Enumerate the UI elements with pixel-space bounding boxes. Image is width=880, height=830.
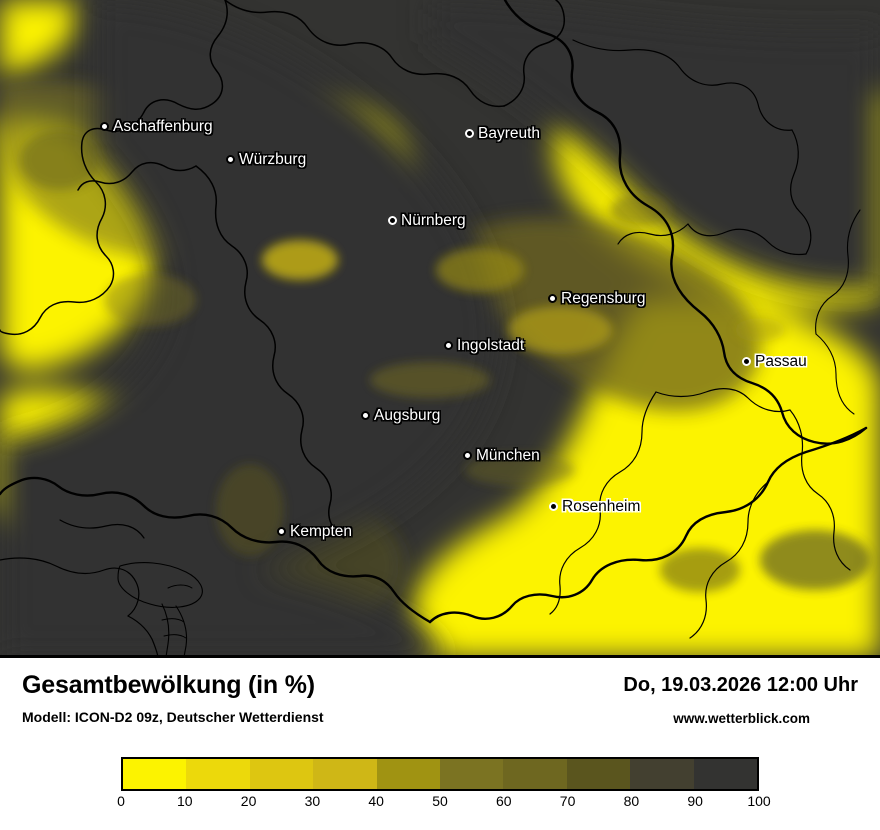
- colorbar-segment-60-70: [503, 759, 567, 789]
- city-label: München: [476, 447, 540, 464]
- valid-timestamp: Do, 19.03.2026 12:00 Uhr: [623, 674, 858, 696]
- city-dot-icon: [388, 216, 397, 226]
- colorbar-segment-0-10: [123, 759, 187, 789]
- city-label: Rosenheim: [562, 498, 641, 515]
- colorbar-tick-100: 100: [747, 793, 771, 809]
- city-dot-icon: [742, 357, 751, 367]
- city-marker-mnchen[interactable]: München: [463, 448, 540, 464]
- colorbar-tick-10: 10: [177, 793, 193, 809]
- model-subtitle: Modell: ICON-D2 09z, Deutscher Wetterdie…: [22, 709, 324, 725]
- colorbar-segment-80-90: [630, 759, 694, 789]
- colorbar-segment-40-50: [376, 759, 441, 789]
- city-label: Aschaffenburg: [113, 118, 213, 135]
- map-borders: [0, 0, 868, 658]
- colorbar-segment-30-40: [313, 759, 377, 789]
- city-dot-icon: [100, 122, 109, 132]
- city-marker-passau[interactable]: Passau: [742, 354, 807, 370]
- colorbar-segment-20-30: [249, 759, 314, 789]
- city-marker-aschaffenburg[interactable]: Aschaffenburg: [100, 119, 213, 135]
- city-dot-icon: [226, 155, 235, 165]
- map-footer: Gesamtbewölkung (in %) Modell: ICON-D2 0…: [0, 658, 880, 830]
- colorbar-tick-80: 80: [623, 793, 640, 809]
- colorbar-gradient: [121, 757, 759, 791]
- city-label: Bayreuth: [478, 125, 541, 142]
- colorbar-tick-60: 60: [496, 793, 512, 809]
- city-marker-nrnberg[interactable]: Nürnberg: [388, 213, 466, 229]
- colorbar-tick-50: 50: [432, 793, 448, 809]
- city-label: Regensburg: [561, 290, 646, 307]
- city-dot-icon: [361, 411, 370, 421]
- colorbar-segment-10-20: [186, 759, 250, 789]
- colorbar-tick-90: 90: [687, 793, 703, 809]
- city-marker-bayreuth[interactable]: Bayreuth: [465, 126, 540, 142]
- city-label: Würzburg: [239, 151, 307, 168]
- colorbar-tick-20: 20: [240, 793, 257, 809]
- city-dot-icon: [463, 451, 472, 461]
- site-url: www.wetterblick.com: [673, 711, 810, 726]
- city-dot-icon: [277, 527, 286, 537]
- colorbar-segment-50-60: [440, 759, 504, 789]
- colorbar-tick-labels: 0 10 20 30 40 50 60 70 80 90 100: [117, 793, 771, 817]
- city-label: Passau: [755, 353, 807, 370]
- city-label: Ingolstadt: [457, 337, 525, 354]
- city-marker-wrzburg[interactable]: Würzburg: [226, 152, 306, 168]
- colorbar-tick-0: 0: [117, 793, 125, 809]
- colorbar-segment-70-80: [566, 759, 631, 789]
- city-marker-rosenheim[interactable]: Rosenheim: [549, 499, 640, 515]
- colorbar-tick-40: 40: [368, 793, 384, 809]
- city-dot-icon: [549, 502, 558, 512]
- city-dot-icon: [548, 294, 557, 304]
- map-raster-svg: [0, 0, 880, 658]
- cloud-cover-map[interactable]: Aschaffenburg Würzburg Bayreuth Nürnberg Reg…: [0, 0, 880, 658]
- colorbar-segment-90-100: [693, 759, 758, 789]
- city-marker-regensburg[interactable]: Regensburg: [548, 291, 645, 307]
- colorbar: [121, 757, 759, 791]
- city-marker-ingolstadt[interactable]: Ingolstadt: [444, 338, 524, 354]
- page-title: Gesamtbewölkung (in %): [22, 671, 315, 699]
- city-marker-augsburg[interactable]: Augsburg: [361, 408, 440, 424]
- city-dot-icon: [465, 129, 474, 139]
- colorbar-tick-70: 70: [559, 793, 576, 809]
- city-dot-icon: [444, 341, 453, 351]
- city-label: Augsburg: [374, 407, 441, 424]
- city-marker-kempten[interactable]: Kempten: [277, 524, 352, 540]
- map-bottom-divider: [0, 655, 880, 658]
- city-label: Kempten: [290, 523, 353, 540]
- city-label: Nürnberg: [401, 212, 466, 229]
- colorbar-tick-30: 30: [304, 793, 321, 809]
